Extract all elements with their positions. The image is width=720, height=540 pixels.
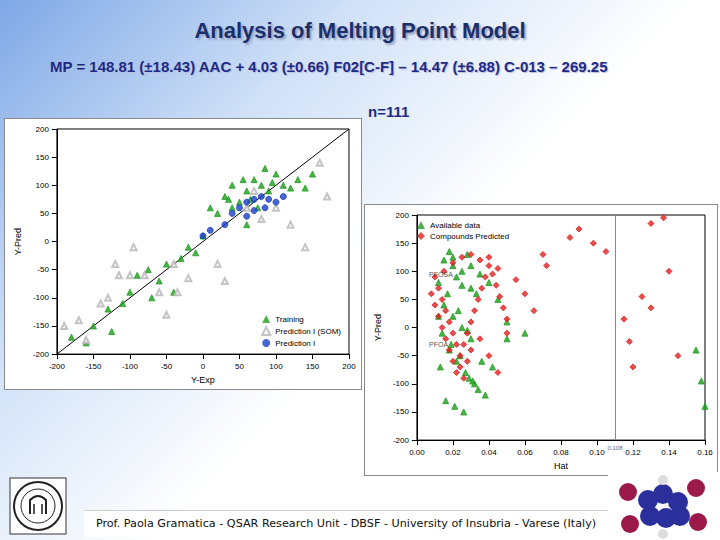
svg-text:-150: -150 xyxy=(85,362,102,371)
svg-text:0.02: 0.02 xyxy=(445,448,461,457)
svg-text:Training: Training xyxy=(275,315,304,324)
svg-text:0.108: 0.108 xyxy=(607,445,623,451)
svg-text:Available data: Available data xyxy=(430,221,481,230)
svg-text:100: 100 xyxy=(36,181,50,190)
svg-text:0.06: 0.06 xyxy=(517,448,533,457)
html-text:MP = 148.81 (±18.43) AAC + 4.0: MP = 148.81 (±18.43) AAC + 4.03 (±0.66) … xyxy=(50,58,608,75)
svg-text:Y-Exp: Y-Exp xyxy=(191,375,215,385)
svg-text:Y-Pred: Y-Pred xyxy=(13,228,23,255)
svg-text:-50: -50 xyxy=(37,265,49,274)
svg-text:200: 200 xyxy=(342,362,356,371)
svg-text:100: 100 xyxy=(269,362,283,371)
svg-text:0.08: 0.08 xyxy=(553,448,569,457)
svg-text:-100: -100 xyxy=(122,362,139,371)
svg-text:-100: -100 xyxy=(393,379,410,388)
svg-text:-200: -200 xyxy=(49,362,66,371)
svg-text:0.14: 0.14 xyxy=(661,448,677,457)
svg-text:Prediction I: Prediction I xyxy=(275,339,315,348)
svg-text:Hat: Hat xyxy=(554,461,569,471)
svg-text:-150: -150 xyxy=(393,407,410,416)
svg-text:-200: -200 xyxy=(393,436,410,445)
svg-text:-100: -100 xyxy=(33,293,50,302)
svg-text:Prediction I (SOM): Prediction I (SOM) xyxy=(275,327,341,336)
svg-text:150: 150 xyxy=(396,239,410,248)
svg-text:-150: -150 xyxy=(33,321,50,330)
html-text:Prof. Paola Gramatica - QSAR R: Prof. Paola Gramatica - QSAR Research Un… xyxy=(95,517,597,530)
svg-text:0: 0 xyxy=(44,237,49,246)
svg-text:0.10: 0.10 xyxy=(589,448,605,457)
svg-text:0: 0 xyxy=(201,362,206,371)
svg-text:200: 200 xyxy=(36,125,50,134)
svg-text:0.12: 0.12 xyxy=(625,448,641,457)
svg-text:0.00: 0.00 xyxy=(409,448,425,457)
svg-text:150: 150 xyxy=(36,153,50,162)
svg-text:Y-Pred: Y-Pred xyxy=(373,314,383,341)
svg-text:PFOA: PFOA xyxy=(429,341,448,348)
html-text:n=111: n=111 xyxy=(368,103,410,120)
svg-text:50: 50 xyxy=(400,295,409,304)
html-text:Analysis of Melting Point Mode: Analysis of Melting Point Model xyxy=(194,18,526,43)
svg-text:Compounds Predicted: Compounds Predicted xyxy=(430,232,509,241)
svg-text:PFOSA: PFOSA xyxy=(429,271,453,278)
svg-text:-50: -50 xyxy=(161,362,173,371)
svg-text:150: 150 xyxy=(306,362,320,371)
svg-text:0.16: 0.16 xyxy=(697,448,713,457)
svg-text:50: 50 xyxy=(235,362,244,371)
svg-text:0: 0 xyxy=(404,323,409,332)
svg-text:-50: -50 xyxy=(397,351,409,360)
svg-text:100: 100 xyxy=(396,267,410,276)
svg-text:200: 200 xyxy=(396,211,410,220)
svg-text:50: 50 xyxy=(40,209,49,218)
svg-text:0.04: 0.04 xyxy=(481,448,497,457)
svg-text:-200: -200 xyxy=(33,350,50,359)
